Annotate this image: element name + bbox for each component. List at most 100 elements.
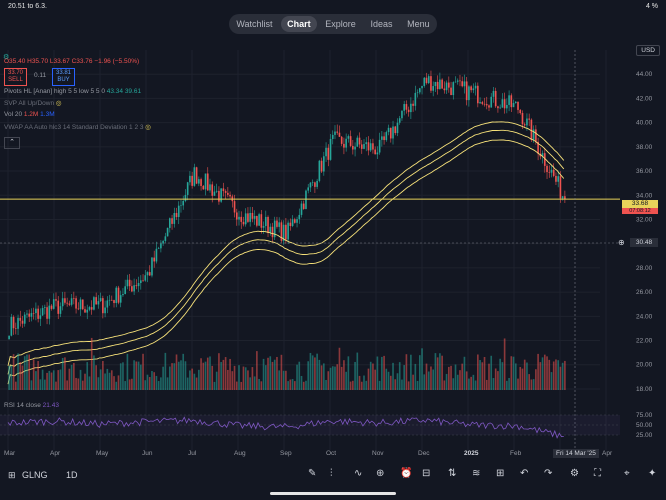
volume-bar	[202, 362, 205, 390]
volume-bar	[269, 356, 272, 390]
candle-body	[215, 190, 218, 192]
settings-icon[interactable]: ⚙	[570, 468, 579, 479]
y-tick-label: 32.00	[636, 216, 653, 223]
volume-bar	[57, 370, 60, 390]
volume-bar	[128, 379, 131, 390]
add-icon[interactable]: ⊕	[376, 468, 385, 479]
svp-indicator[interactable]: SVP All Up/Down ◎	[4, 100, 62, 107]
candle-body	[347, 136, 350, 139]
candle-body	[200, 179, 202, 186]
volume-bar	[206, 357, 209, 390]
redo-icon[interactable]: ↷	[544, 468, 553, 479]
candle-body	[477, 85, 479, 104]
sell-button[interactable]: 33.70 SELL	[4, 68, 28, 86]
y-tick-label: 40.00	[636, 120, 653, 127]
candle-body	[327, 147, 330, 160]
cursor-date-tag: Fri 14 Mar '25	[553, 449, 599, 458]
candle-body	[314, 182, 316, 187]
volume-bar	[30, 380, 33, 390]
tab-watchlist[interactable]: Watchlist	[236, 19, 273, 29]
vwap-indicator[interactable]: VWAP AA Auto hlc3 14 Standard Deviation …	[4, 124, 151, 131]
grid-icon[interactable]: ⊞	[496, 468, 505, 479]
volume-bar	[501, 362, 504, 390]
candle-body	[235, 212, 238, 220]
compare-icon[interactable]: ⇅	[448, 468, 457, 479]
indicators-icon[interactable]: ∿	[354, 468, 363, 479]
tab-ideas[interactable]: Ideas	[370, 19, 393, 29]
volume-bar	[329, 367, 332, 390]
rsi-legend[interactable]: RSI 14 close 21.43	[4, 402, 59, 409]
volume-bar	[523, 359, 526, 390]
candle-body	[93, 297, 95, 310]
rsi-tick-label: 25.00	[636, 432, 653, 439]
alert-icon[interactable]: ⏰	[400, 468, 413, 479]
y-tick-label: 22.00	[636, 338, 653, 345]
volume-bar	[334, 366, 336, 390]
volume-bar	[213, 381, 216, 390]
x-tick-label: Jul	[188, 450, 197, 457]
volume-bar	[59, 369, 62, 390]
candle-body	[349, 136, 352, 146]
volume-bar	[44, 379, 46, 390]
candle-body	[119, 295, 122, 303]
volume-bar	[195, 377, 198, 390]
volume-bar	[452, 378, 455, 390]
tab-menu[interactable]: Menu	[407, 19, 430, 29]
candle-body	[166, 227, 169, 237]
volume-indicator[interactable]: Vol 20 1.2M 1.3M	[4, 111, 55, 118]
candle-body	[220, 188, 222, 202]
pivots-indicator[interactable]: Pivots HL [Anan] high 5 5 low 5 5 0 43.3…	[4, 88, 142, 95]
volume-bar	[77, 378, 80, 390]
candle-body	[264, 216, 267, 227]
volume-bar	[8, 365, 10, 390]
candle-body	[227, 192, 229, 195]
candle-body	[44, 307, 46, 308]
candle-body	[492, 90, 495, 97]
vwap-band	[7, 139, 565, 385]
tab-chart[interactable]: Chart	[281, 16, 317, 32]
candle-body	[8, 335, 10, 340]
undo-icon[interactable]: ↶	[520, 468, 529, 479]
volume-bar	[247, 370, 249, 390]
symbol-button[interactable]: GLNG	[22, 470, 48, 480]
volume-bar	[506, 380, 508, 390]
volume-bar	[35, 371, 37, 390]
price-chart[interactable]: 18.0020.0022.0024.0026.0028.0030.0032.00…	[0, 40, 666, 460]
draw-icon[interactable]: ✎	[308, 468, 317, 479]
volume-bar	[298, 361, 301, 390]
candle-body	[289, 222, 292, 226]
x-tick-label: Sep	[280, 450, 292, 457]
candle-body	[381, 136, 383, 140]
fullscreen-icon[interactable]: ⛶	[594, 468, 601, 479]
candle-body	[557, 176, 560, 182]
collapse-legend-button[interactable]: ⌃	[4, 137, 20, 149]
candle-body	[336, 131, 339, 133]
x-tick-label: Aug	[234, 450, 246, 457]
candle-body	[10, 316, 13, 336]
crosshair-plus-icon[interactable]: ⊕	[618, 238, 625, 247]
candle-body	[535, 129, 537, 142]
interval-button[interactable]: 1D	[66, 470, 78, 480]
volume-bar	[539, 362, 542, 390]
settings-icon[interactable]: ⚙	[3, 54, 10, 61]
location-icon[interactable]: ⌖	[624, 468, 630, 479]
tab-explore[interactable]: Explore	[325, 19, 356, 29]
buy-button[interactable]: 33.81 BUY	[52, 68, 76, 86]
chart-type-icon[interactable]: ⫶	[330, 468, 333, 479]
volume-bar	[64, 357, 66, 390]
volume-bar	[398, 362, 401, 390]
volume-bar	[222, 359, 225, 390]
candle-body	[389, 127, 392, 139]
candle-body	[392, 126, 394, 139]
layout-icon[interactable]: ⊟	[422, 468, 431, 479]
currency-selector[interactable]: USD	[636, 45, 660, 56]
lightbulb-icon[interactable]: ✦	[648, 468, 657, 479]
volume-bar	[184, 361, 187, 390]
candle-body	[273, 220, 276, 238]
candle-body	[229, 194, 231, 197]
candle-body	[418, 88, 421, 93]
volume-bar	[465, 371, 468, 390]
layers-icon[interactable]: ≋	[472, 468, 481, 479]
volume-bar	[235, 381, 238, 390]
volume-bar	[537, 353, 539, 390]
